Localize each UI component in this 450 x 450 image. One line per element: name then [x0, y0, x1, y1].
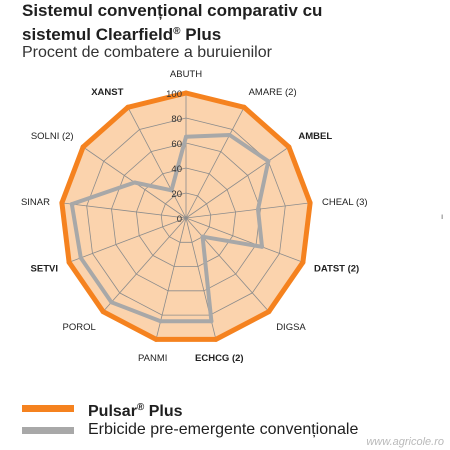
- pulsar-point-xanst: [125, 104, 131, 110]
- legend-registered-mark: ®: [136, 402, 145, 413]
- conventional-point-datst: [260, 244, 264, 249]
- conventional-point-sinar: [69, 202, 74, 207]
- legend-item-conventional: Erbicide pre-emergente convenționale: [22, 420, 442, 442]
- legend-label-pulsar-main: Pulsar: [88, 403, 137, 420]
- conventional-point-solni: [132, 180, 137, 185]
- chart-title: Sistemul convențional comparativ cu sist…: [22, 0, 442, 45]
- grid-ring-40: [135, 167, 237, 267]
- category-label-datst: DATST (2): [314, 263, 359, 274]
- chart-subtitle: Procent de combatere a buruienilor: [22, 44, 272, 61]
- title-line-2-main: sistemul Clearfield: [22, 25, 174, 44]
- conventional-point-digsa: [200, 234, 205, 239]
- category-label-solni: SOLNI (2): [31, 131, 74, 142]
- radar-ticks: 0 20 40 60 80 100: [166, 89, 182, 225]
- category-label-setvi: SETVI: [31, 263, 58, 274]
- legend-label-pulsar-end: Plus: [144, 403, 183, 420]
- conventional-point-panmi: [158, 319, 163, 324]
- tick-label-100: 100: [166, 89, 182, 100]
- grid-ring-20: [160, 192, 212, 243]
- tick-label-80: 80: [171, 114, 182, 125]
- pulsar-point-amare: [241, 104, 247, 110]
- title-line-2-end: Plus: [180, 25, 222, 44]
- pulsar-point-porol: [100, 309, 106, 315]
- category-label-digsa: DIGSA: [276, 322, 306, 333]
- edge-mark: ı: [441, 212, 444, 221]
- category-label-ambel: AMBEL: [298, 131, 332, 142]
- radar-series: [59, 90, 313, 342]
- grid-spoke-cheal: [185, 202, 311, 219]
- tick-label-20: 20: [171, 189, 182, 200]
- conventional-point-ambel: [266, 159, 271, 164]
- conventional-point-setvi: [78, 255, 83, 260]
- title-line-2: sistemul Clearfield® Plus: [22, 21, 442, 45]
- category-label-cheal: CHEAL (3): [322, 197, 368, 208]
- category-label-porol: POROL: [63, 322, 96, 333]
- legend-label-pulsar: Pulsar® Plus: [88, 398, 183, 422]
- category-label-sinar: SINAR: [21, 197, 50, 208]
- pulsar-point-echcg: [213, 336, 219, 342]
- title-registered-mark: ®: [173, 26, 181, 37]
- title-line-1: Sistemul convențional comparativ cu: [22, 1, 323, 20]
- conventional-point-amare: [227, 133, 232, 137]
- category-label-amare: AMARE (2): [249, 87, 297, 98]
- category-label-abuth: ABUTH: [170, 69, 202, 80]
- conventional-point-xanst: [169, 188, 174, 193]
- watermark-text: www.agricole.ro: [366, 436, 444, 448]
- grid-spoke-panmi: [155, 217, 187, 340]
- grid-ring-80: [86, 117, 286, 316]
- tick-label-40: 40: [171, 164, 182, 175]
- conventional-point-echcg: [209, 319, 214, 324]
- pulsar-point-setvi: [66, 259, 72, 265]
- grid-spoke-sinar: [61, 202, 187, 219]
- pulsar-point-sinar: [59, 200, 65, 206]
- category-label-xanst: XANST: [91, 87, 123, 98]
- tick-label-60: 60: [171, 139, 182, 150]
- legend-swatch-conventional: [22, 427, 74, 434]
- grid-spoke-setvi: [68, 217, 187, 263]
- pulsar-series-line: [59, 90, 313, 342]
- pulsar-point-ambel: [286, 144, 292, 150]
- conventional-point-porol: [109, 300, 114, 305]
- radar-category-labels: ABUTH AMARE (2) AMBEL CHEAL (3) DATST (2) DIG…: [21, 69, 368, 364]
- grid-spoke-porol: [102, 217, 187, 312]
- category-label-panmi: PANMI: [138, 353, 167, 364]
- pulsar-point-digsa: [266, 309, 272, 315]
- legend-swatch-pulsar: [22, 405, 74, 412]
- grid-spoke-amare: [185, 107, 245, 219]
- grid-spoke-datst: [185, 217, 304, 263]
- category-label-echcg: ECHCG (2): [195, 353, 244, 364]
- pulsar-point-panmi: [153, 336, 159, 342]
- conventional-series-line: [69, 133, 271, 324]
- tick-label-0: 0: [177, 214, 182, 225]
- grid-spoke-digsa: [185, 217, 270, 312]
- pulsar-point-datst: [300, 259, 306, 265]
- chart-legend: Pulsar® Plus Erbicide pre-emergente conv…: [22, 398, 442, 442]
- pulsar-point-abuth: [183, 90, 189, 96]
- pulsar-point-cheal: [307, 200, 313, 206]
- grid-ring-60: [111, 142, 261, 292]
- grid-spoke-ambel: [185, 146, 290, 219]
- conventional-point-cheal: [256, 207, 260, 212]
- conventional-point-abuth: [184, 134, 188, 139]
- pulsar-point-solni: [80, 144, 86, 150]
- legend-item-pulsar: Pulsar® Plus: [22, 398, 442, 420]
- legend-label-conventional: Erbicide pre-emergente convenționale: [88, 421, 359, 438]
- grid-spoke-xanst: [127, 107, 187, 219]
